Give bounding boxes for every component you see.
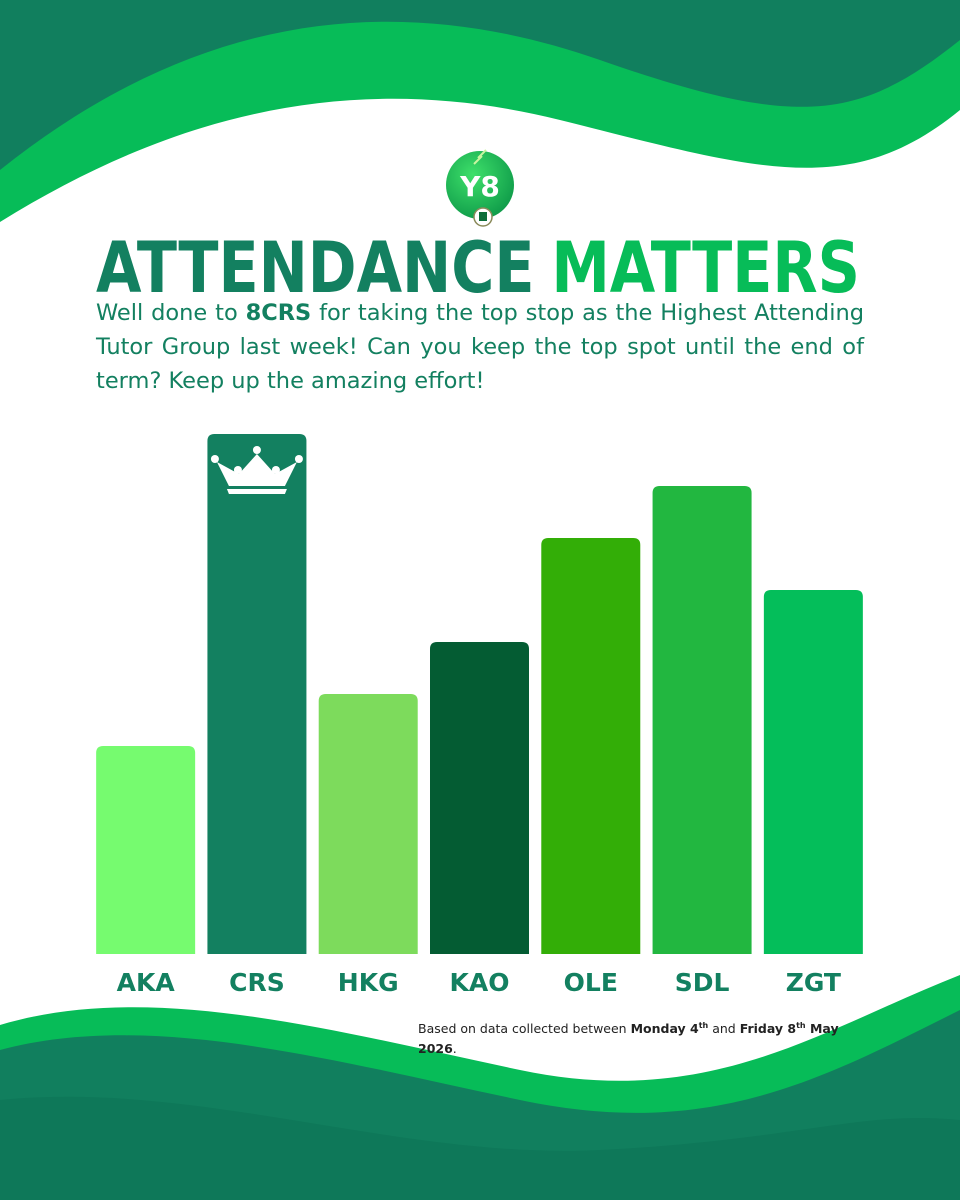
logo-text: Y8	[459, 170, 500, 203]
bar	[763, 590, 863, 954]
crown-jewel	[271, 466, 280, 474]
bottom-wave-white	[0, 970, 960, 1081]
title-part: MATTERS	[551, 227, 860, 309]
school-crest-shield	[479, 212, 487, 221]
bottom-wave-shade	[0, 1096, 960, 1200]
footnote-text: .	[452, 1041, 457, 1057]
x-tick-label: SDL	[675, 968, 730, 997]
message-text: for taking the top stop as the Highest A…	[96, 300, 864, 394]
crown-jewel	[294, 455, 303, 463]
footnote-text: Based on data collected between	[418, 1021, 631, 1037]
footnote-date: Friday 8th May 2026	[418, 1021, 839, 1056]
logo-badge	[446, 151, 514, 219]
footnote-date: Monday 4th	[631, 1021, 709, 1036]
x-tick-label: ZGT	[786, 968, 841, 997]
title: ATTENDANCEMATTERS	[96, 227, 860, 309]
message-highlight: 8CRS	[245, 300, 312, 326]
crown-jewel	[210, 455, 219, 463]
x-tick-label: HKG	[338, 968, 399, 997]
x-tick-label: OLE	[564, 968, 618, 997]
footnote-text: and	[708, 1021, 740, 1037]
crown-icon	[216, 454, 297, 494]
x-tick-label: KAO	[450, 968, 510, 997]
footnote-sup: th	[796, 1021, 806, 1030]
x-tick-label: AKA	[117, 968, 176, 997]
footnote-sup: th	[698, 1021, 709, 1030]
footnote-day: Monday 4	[630, 1021, 699, 1037]
x-tick-label: CRS	[229, 968, 285, 997]
footnote: Based on data collected between Monday 4…	[418, 1016, 858, 1059]
bar	[430, 642, 529, 954]
message-text: Well done to	[96, 300, 246, 326]
footnote-day: Friday 8	[739, 1021, 797, 1037]
crown-jewel	[252, 446, 261, 454]
bar	[652, 486, 752, 954]
bar	[207, 434, 307, 954]
bar	[318, 694, 418, 954]
footnote-month: May 2026	[418, 1021, 839, 1057]
logo-spark	[473, 149, 487, 165]
message: Well done to 8CRS for taking the top sto…	[96, 296, 864, 398]
bar	[96, 746, 196, 954]
bar	[541, 538, 641, 954]
title-part: ATTENDANCE	[96, 227, 535, 309]
crown-jewel	[233, 466, 242, 474]
